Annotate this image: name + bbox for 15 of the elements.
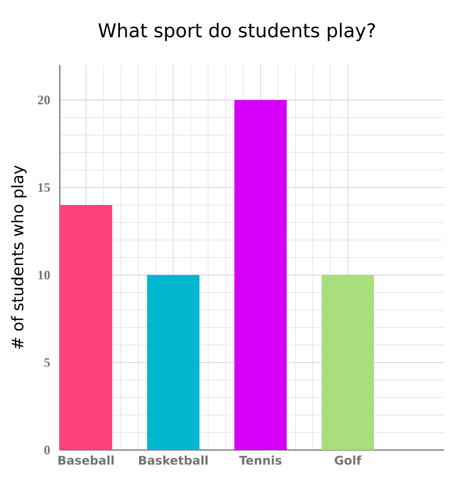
y-tick-label: 15 <box>38 183 50 192</box>
x-tick-label: Basketball <box>139 456 208 465</box>
y-tick-label: 0 <box>44 446 50 454</box>
chart-title: What sport do students play? <box>98 22 375 42</box>
bar <box>60 204 112 450</box>
y-tick-label: 10 <box>38 270 50 280</box>
bar <box>234 100 287 450</box>
y-axis-title: # of students who play <box>11 166 27 349</box>
y-tick-label: 20 <box>38 96 50 104</box>
y-tick-label: 5 <box>44 358 50 367</box>
x-tick-label: Baseball <box>58 456 114 465</box>
x-tick-label: Golf <box>334 456 362 465</box>
bar <box>322 274 374 450</box>
x-tick-label: Tennis <box>239 456 282 465</box>
bar <box>147 274 200 450</box>
